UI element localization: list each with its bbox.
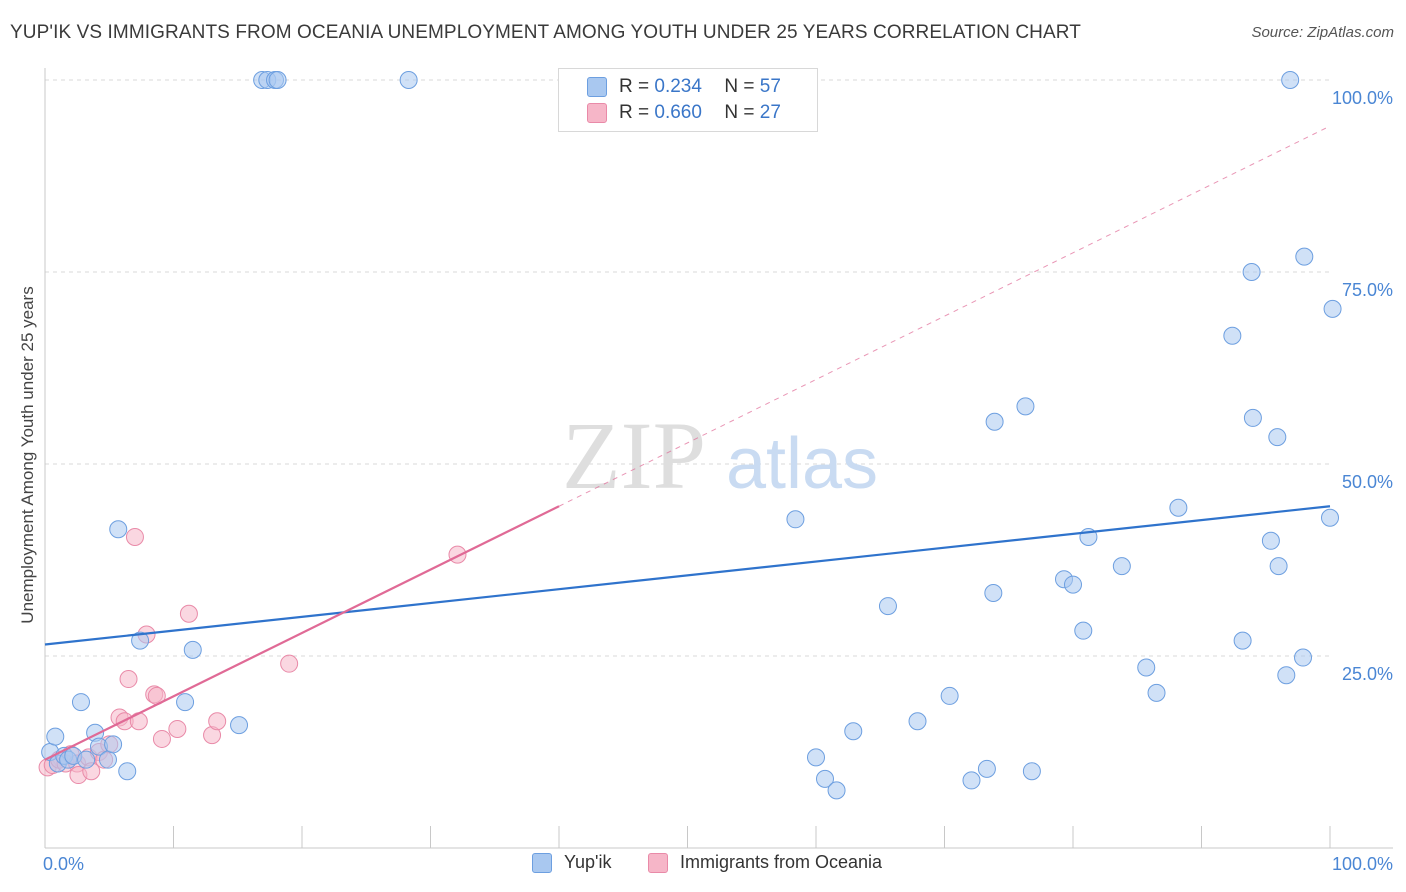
- series-yupik-points: [41, 71, 1342, 800]
- legend-swatch-pink: [587, 103, 607, 123]
- x-tick-label: 100.0%: [1332, 854, 1393, 874]
- legend-n-value: 57: [759, 76, 781, 97]
- oceania-point: [448, 545, 467, 564]
- yupik-point: [1268, 428, 1287, 447]
- yupik-point: [940, 686, 959, 705]
- yupik-point: [1277, 666, 1296, 685]
- yupik-point: [985, 412, 1004, 431]
- yupik-point: [1294, 648, 1313, 667]
- yupik-point: [908, 712, 927, 731]
- yupik-point: [230, 716, 249, 735]
- yupik-point: [77, 750, 96, 769]
- yupik-point: [807, 748, 825, 767]
- yupik-point: [1281, 71, 1300, 89]
- yupik-point: [1064, 575, 1082, 594]
- yupik-point: [1137, 658, 1156, 677]
- legend-n-value: 27: [759, 102, 781, 123]
- legend-r-label: R =: [619, 102, 650, 123]
- watermark-zip: ZIP: [562, 402, 706, 509]
- legend-row-oceania: R = 0.660 N = 27: [587, 101, 781, 125]
- legend-swatch-blue: [587, 77, 607, 97]
- yupik-point: [1016, 397, 1035, 416]
- yupik-point: [1074, 621, 1093, 640]
- oceania-point: [168, 719, 187, 738]
- correlation-legend: R = 0.234 N = 57 R = 0.660 N = 27: [558, 68, 818, 132]
- y-tick-label: 50.0%: [1342, 472, 1393, 492]
- legend-r-value: 0.234: [654, 76, 702, 97]
- yupik-point: [1321, 508, 1339, 527]
- yupik-point: [176, 693, 195, 712]
- axes: [44, 68, 1393, 849]
- yupik-point: [104, 735, 123, 754]
- oceania-point: [208, 712, 227, 731]
- yupik-point: [118, 762, 137, 781]
- yupik-point: [1295, 247, 1314, 266]
- bottom-legend-yupik: Yup'ik: [532, 852, 611, 873]
- legend-n-label: N =: [724, 102, 755, 123]
- yupik-point: [878, 597, 897, 616]
- yupik-point: [1223, 326, 1242, 345]
- yupik-point: [1169, 498, 1188, 517]
- yupik-point: [827, 781, 846, 800]
- yupik-point: [1233, 631, 1252, 650]
- yupik-point: [962, 771, 981, 790]
- yupik-point: [399, 71, 418, 89]
- yupik-point: [71, 693, 90, 712]
- watermark-atlas: atlas: [726, 424, 878, 504]
- yupik-point: [1243, 408, 1262, 427]
- bottom-legend-swatch-pink: [648, 852, 668, 873]
- gridlines: [45, 79, 1330, 657]
- yupik-point: [1022, 762, 1041, 781]
- yupik-point: [131, 631, 150, 650]
- bottom-legend-oceania: Immigrants from Oceania: [648, 852, 882, 873]
- yupik-point: [1242, 263, 1261, 281]
- yupik-point: [815, 769, 834, 788]
- bottom-legend-label: Yup'ik: [564, 852, 612, 872]
- trend-line-yupik: [44, 505, 1331, 646]
- yupik-point: [1323, 299, 1342, 318]
- yupik-point: [1261, 531, 1280, 550]
- y-tick-label: 25.0%: [1342, 664, 1393, 684]
- bottom-legend-swatch-blue: [532, 852, 552, 873]
- yupik-point: [109, 520, 128, 539]
- trend-line-extension: [558, 125, 1331, 507]
- trend-lines: [44, 125, 1331, 761]
- tick-labels: 25.0% 50.0% 75.0% 100.0% 0.0% 100.0%: [43, 88, 1393, 874]
- legend-r-value: 0.660: [654, 102, 702, 123]
- legend-r-label: R =: [619, 76, 650, 97]
- yupik-point: [844, 722, 863, 741]
- yupik-point: [268, 71, 287, 89]
- legend-n-label: N =: [724, 76, 755, 97]
- yupik-point: [98, 750, 117, 769]
- yupik-point: [1112, 557, 1131, 576]
- x-tick-label: 0.0%: [43, 854, 84, 874]
- oceania-point: [125, 527, 144, 546]
- oceania-point: [280, 654, 299, 673]
- chart-title: YUP'IK VS IMMIGRANTS FROM OCEANIA UNEMPL…: [10, 22, 1081, 43]
- yupik-point: [1269, 557, 1288, 576]
- yupik-point: [183, 640, 202, 659]
- yupik-point: [984, 584, 1003, 603]
- oceania-point: [119, 670, 138, 689]
- y-tick-label: 100.0%: [1332, 88, 1393, 108]
- watermark: ZIP atlas: [562, 402, 878, 509]
- bottom-legend: Yup'ik Immigrants from Oceania: [0, 852, 1406, 878]
- yupik-point: [977, 759, 996, 778]
- source-credit: Source: ZipAtlas.com: [1251, 24, 1394, 41]
- legend-row-yupik: R = 0.234 N = 57: [587, 75, 781, 99]
- yupik-point: [46, 727, 65, 746]
- oceania-point: [179, 604, 198, 623]
- bottom-legend-label: Immigrants from Oceania: [680, 852, 883, 872]
- yupik-point: [786, 510, 805, 529]
- yupik-point: [1147, 683, 1166, 702]
- trend-line-oceania: [44, 505, 560, 761]
- y-tick-label: 75.0%: [1342, 280, 1393, 300]
- oceania-point: [152, 729, 171, 748]
